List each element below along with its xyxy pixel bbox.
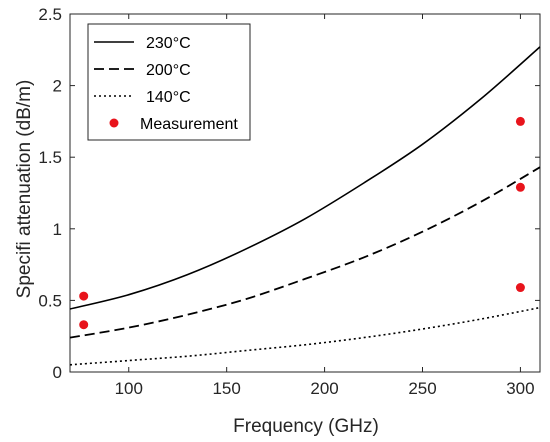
legend-label: 140°C <box>146 89 191 106</box>
series-line-solid <box>69 46 541 310</box>
y-axis: 0 0.5 1 1.5 2 2.5 <box>38 5 540 382</box>
measurement-point <box>79 291 89 301</box>
legend-label: Measurement <box>140 116 238 133</box>
y-tick-label: 0.5 <box>38 291 62 310</box>
measurement-point <box>515 182 525 192</box>
measurement-point <box>79 320 89 330</box>
legend-marker <box>109 118 119 128</box>
measurement-point <box>515 283 525 293</box>
y-tick-label: 2 <box>53 77 62 96</box>
y-tick-label: 2.5 <box>38 5 62 24</box>
x-tick-label: 300 <box>506 379 534 398</box>
y-tick-label: 0 <box>53 363 62 382</box>
measurement-point <box>515 116 525 126</box>
x-axis-label: Frequency (GHz) <box>233 416 379 437</box>
legend-label: 200°C <box>146 62 191 79</box>
legend-label: 230°C <box>146 35 191 52</box>
legend: 230°C 200°C 140°C Measurement <box>87 23 251 141</box>
x-tick-label: 100 <box>115 379 143 398</box>
x-tick-label: 250 <box>408 379 436 398</box>
y-tick-label: 1.5 <box>38 148 62 167</box>
measurement-markers <box>79 116 525 330</box>
y-tick-label: 1 <box>53 220 62 239</box>
x-tick-label: 150 <box>212 379 240 398</box>
x-axis: 100 150 200 250 300 <box>115 14 535 398</box>
x-tick-label: 200 <box>310 379 338 398</box>
y-axis-label: Specifi attenuation (dB/m) <box>14 80 35 299</box>
series-line-dashed <box>69 166 541 339</box>
series-line-dotted <box>69 306 541 366</box>
curves <box>69 46 541 366</box>
